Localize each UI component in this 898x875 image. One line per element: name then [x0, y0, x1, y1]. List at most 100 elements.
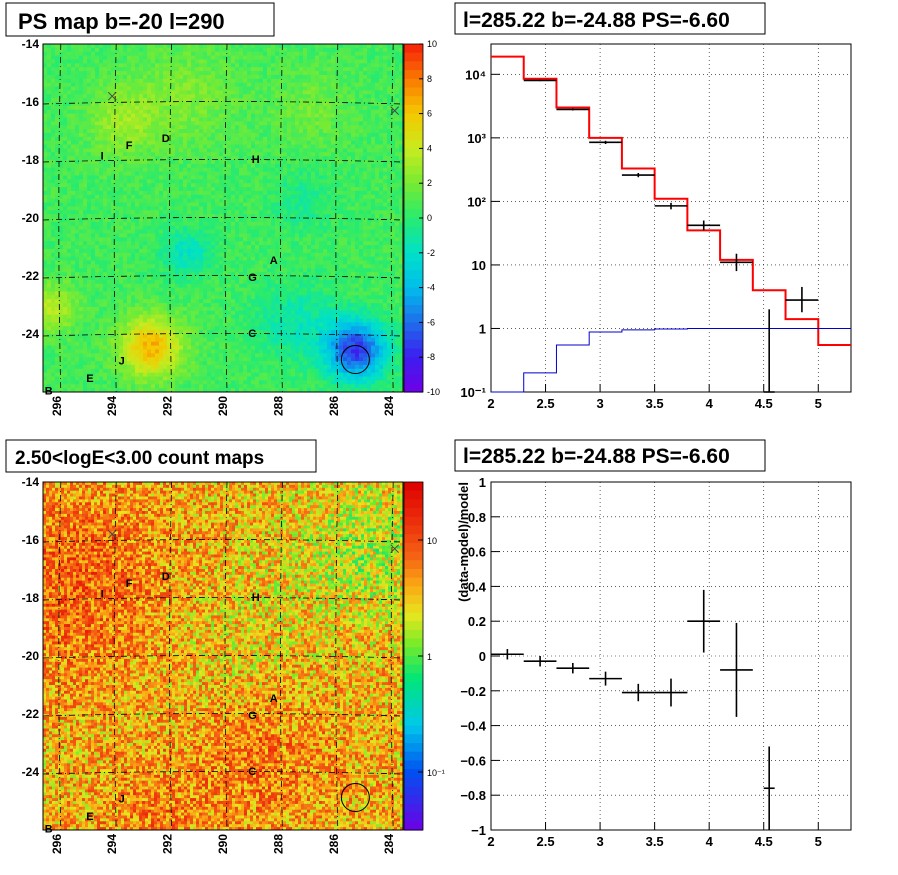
x-tick-label: 286 — [327, 834, 341, 854]
residual-panel: 2 2.5 3 3.5 4 4.5 5 −1 −0.8 −0.6 −0.4 −0.2 0 0.2 0.4 0.… — [456, 475, 852, 849]
residual-grid — [491, 482, 851, 830]
source-label-a: A — [270, 693, 278, 705]
y-tick-label: -20 — [22, 649, 40, 663]
y-tick-label: 1 — [479, 321, 486, 336]
source-label-h: H — [252, 592, 260, 604]
x-tick-label: 290 — [216, 834, 230, 854]
graticule-latitude — [42, 217, 404, 221]
count-map-panel: -14 -16 -18 -20 -22 -24 296 294 292 290 288 286 284 A… — [22, 475, 445, 854]
source-label-j: J — [119, 356, 125, 368]
x-tick-label: 4 — [706, 834, 714, 849]
y-tick-label: -14 — [22, 475, 40, 489]
graticule-longitude — [113, 43, 117, 393]
ps-pixels — [43, 44, 404, 393]
source-label-f: F — [126, 140, 133, 152]
y-tick-label: 0.4 — [468, 579, 487, 594]
residual-point — [491, 649, 524, 660]
count-map-title-box: 2.50<logE<3.00 count maps — [5, 439, 317, 473]
spectrum-title: l=285.22 b=-24.88 PS=-6.60 — [463, 9, 730, 32]
y-tick-label: -22 — [22, 269, 40, 283]
spectrum-panel: 2 2.5 3 3.5 4 4.5 5 1 10 10² 10³ 10⁴ 10⁻¹ — [460, 43, 852, 411]
x-tick-label: 3 — [596, 396, 603, 411]
y-tick-label: −0.8 — [460, 788, 486, 803]
x-tick-label: 286 — [327, 396, 341, 416]
cm-frame — [42, 481, 404, 831]
y-tick-label: 0.8 — [468, 510, 486, 525]
colorbar-tick-label: -6 — [427, 317, 435, 327]
residual-point — [589, 671, 622, 686]
ps-frame — [42, 43, 404, 393]
source-label-f: F — [126, 578, 133, 590]
source-label-d: D — [162, 133, 170, 145]
y-tick-label: -14 — [22, 37, 40, 51]
cm-graticule — [42, 481, 404, 831]
x-tick-label: 290 — [216, 396, 230, 416]
spectrum-frame — [490, 43, 852, 393]
source-label-j: J — [119, 794, 125, 806]
residual-point — [687, 589, 721, 653]
graticule-latitude — [42, 597, 404, 601]
source-label-e: E — [86, 811, 93, 823]
colorbar-tick-label: 6 — [427, 109, 432, 119]
data-point — [523, 79, 557, 82]
y-tick-label: −0.6 — [460, 753, 486, 768]
source-label-i: I — [101, 150, 104, 162]
colorbar-tick-label: 8 — [427, 74, 432, 84]
source-label-c: C — [248, 328, 256, 340]
graticule-latitude — [42, 771, 404, 775]
y-tick-label: 0.6 — [468, 545, 486, 560]
residual-point — [720, 622, 753, 717]
data-point — [654, 202, 688, 210]
graticule-longitude — [335, 481, 339, 831]
source-label-b: B — [45, 385, 53, 397]
x-marker — [390, 106, 400, 116]
x-tick-label: 296 — [50, 834, 64, 854]
y-tick-label: 10³ — [467, 131, 486, 146]
x-tick-label: 2 — [487, 834, 494, 849]
y-tick-label: -24 — [22, 765, 40, 779]
x-tick-label: 4.5 — [755, 834, 773, 849]
x-tick-label: 284 — [382, 396, 396, 416]
ps-map-title: PS map b=-20 l=290 — [18, 9, 225, 34]
colorbar-tick-label: -8 — [427, 352, 435, 362]
graticule-latitude — [42, 159, 404, 163]
source-label-i: I — [101, 588, 104, 600]
graticule-latitude — [42, 333, 404, 337]
graticule-longitude — [390, 481, 394, 831]
y-tick-label: 1 — [479, 475, 486, 490]
x-tick-label: 294 — [105, 834, 119, 854]
y-tick-label: 10⁻¹ — [460, 385, 486, 400]
source-label-g: G — [248, 710, 257, 722]
ps-colorbar: 10 8 6 4 2 0 -2 -4 -6 -8 -10 — [403, 39, 440, 397]
residual-point — [556, 662, 590, 674]
x-tick-label: 4.5 — [755, 396, 773, 411]
y-tick-label: −0.4 — [460, 719, 486, 734]
y-tick-label: -16 — [22, 95, 40, 109]
graticule-longitude — [224, 481, 228, 831]
y-tick-label: −0.2 — [460, 684, 486, 699]
y-tick-label: −1 — [471, 823, 486, 838]
colorbar-tick-label: 4 — [427, 143, 432, 153]
x-tick-label: 288 — [271, 834, 285, 854]
y-tick-label: 0.2 — [468, 614, 486, 629]
colorbar-tick-label: -4 — [427, 283, 435, 293]
graticule-latitude — [42, 539, 404, 543]
graticule-longitude — [390, 43, 394, 393]
x-tick-label: 296 — [50, 396, 64, 416]
y-tick-label: -22 — [22, 707, 40, 721]
cm-pixels — [43, 482, 404, 831]
target-circle — [340, 345, 370, 375]
target-circle — [340, 783, 370, 813]
background-step-line — [491, 327, 851, 393]
colorbar-tick-label: 10 — [427, 39, 437, 49]
data-point — [556, 108, 590, 111]
source-label-c: C — [248, 766, 256, 778]
residual-title-box: l=285.22 b=-24.88 PS=-6.60 — [454, 439, 766, 472]
source-label-a: A — [270, 255, 278, 267]
graticule-longitude — [113, 481, 117, 831]
residual-title: l=285.22 b=-24.88 PS=-6.60 — [463, 445, 730, 468]
y-tick-label: -18 — [22, 591, 40, 605]
x-tick-label: 288 — [271, 396, 285, 416]
x-tick-label: 292 — [161, 834, 175, 854]
